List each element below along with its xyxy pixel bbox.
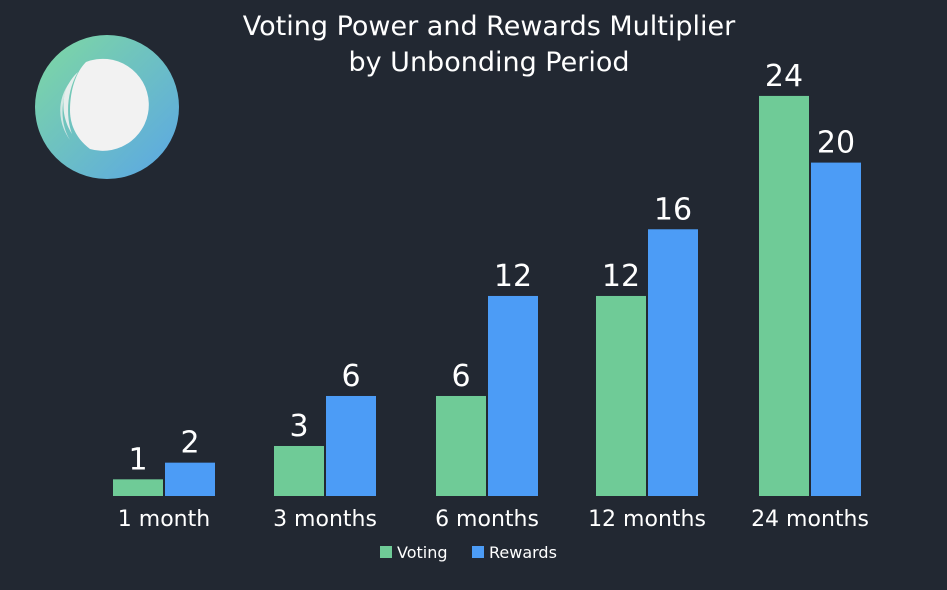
category-label-4: 24 months xyxy=(751,507,869,532)
chart-title: Voting Power and Rewards Multiplier xyxy=(243,11,736,42)
bar-rewards-1 xyxy=(326,395,376,496)
category-label-1: 3 months xyxy=(273,507,377,532)
value-label-voting-2: 6 xyxy=(451,359,470,394)
legend: Voting Rewards xyxy=(380,543,557,562)
legend-label-voting: Voting xyxy=(397,543,448,562)
value-label-rewards-2: 12 xyxy=(494,259,532,294)
legend-swatch-rewards xyxy=(472,546,484,558)
category-label-3: 12 months xyxy=(588,507,706,532)
bar-voting-4 xyxy=(759,95,809,497)
chart-subtitle: by Unbonding Period xyxy=(348,47,629,78)
category-label-2: 6 months xyxy=(435,507,539,532)
bar-voting-2 xyxy=(436,395,486,496)
bar-rewards-3 xyxy=(648,229,698,496)
value-label-rewards-1: 6 xyxy=(341,359,360,394)
value-label-rewards-3: 16 xyxy=(654,192,692,227)
value-label-voting-0: 1 xyxy=(128,442,147,477)
value-label-voting-4: 24 xyxy=(765,59,803,94)
bar-voting-0 xyxy=(113,479,163,496)
bars-group xyxy=(113,95,861,497)
legend-swatch-voting xyxy=(380,546,392,558)
bar-rewards-2 xyxy=(488,295,538,496)
category-labels-group: 1 month 3 months 6 months 12 months 24 month… xyxy=(118,507,869,532)
value-label-voting-3: 12 xyxy=(602,259,640,294)
brand-logo xyxy=(35,35,179,179)
legend-label-rewards: Rewards xyxy=(489,543,557,562)
category-label-0: 1 month xyxy=(118,507,210,532)
bar-voting-1 xyxy=(274,445,324,496)
value-label-voting-1: 3 xyxy=(289,409,308,444)
bar-rewards-0 xyxy=(165,462,215,496)
bar-voting-3 xyxy=(596,295,646,496)
value-label-rewards-4: 20 xyxy=(817,126,855,161)
value-label-rewards-0: 2 xyxy=(180,426,199,461)
bar-rewards-4 xyxy=(811,162,861,496)
